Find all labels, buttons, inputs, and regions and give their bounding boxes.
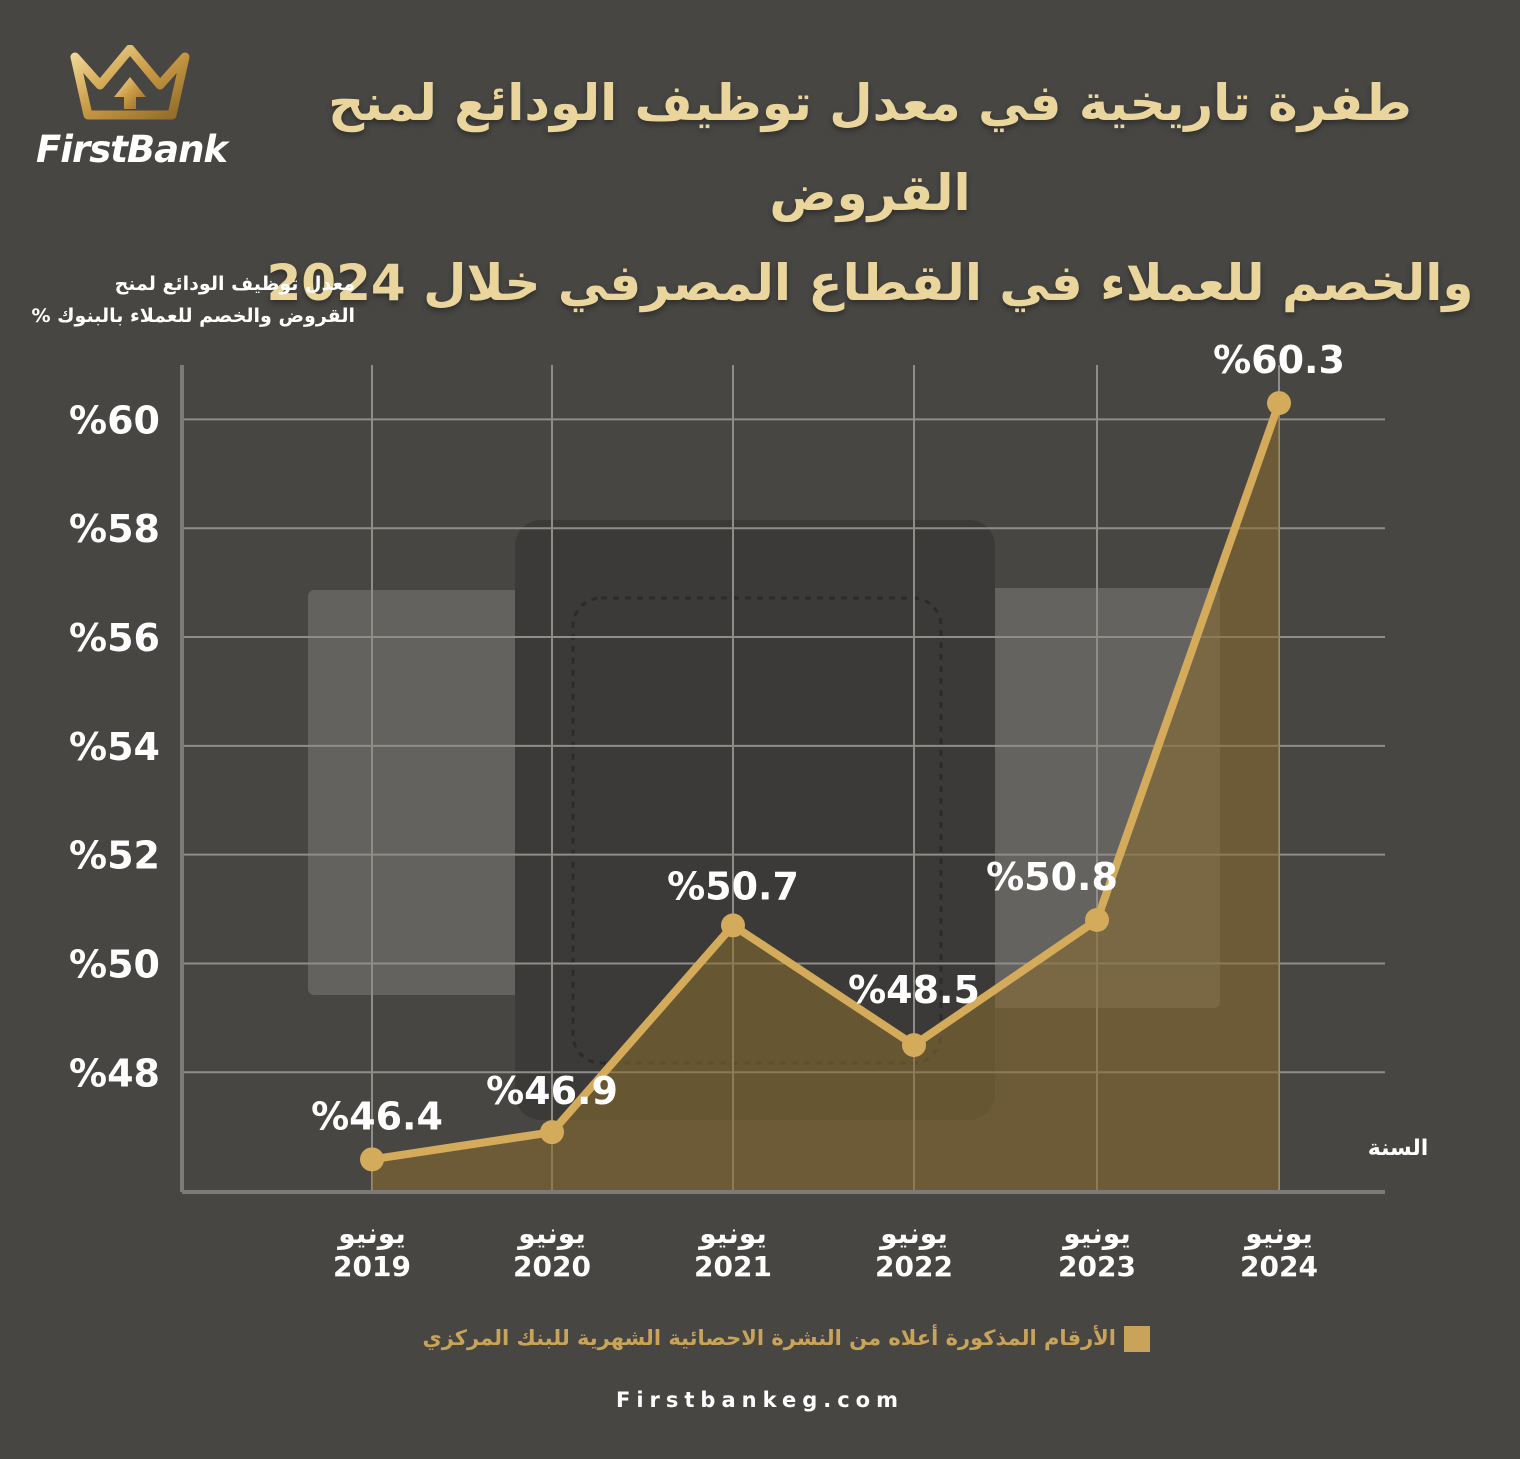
- y-tick-label: %52: [69, 834, 160, 878]
- data-point: [360, 1147, 384, 1172]
- crown-arrow-icon: [70, 45, 190, 120]
- source-note-text: الأرقام المذكورة أعلاه من النشرة الاحصائ…: [422, 1326, 1116, 1350]
- x-tick-month: يونيو: [878, 1217, 948, 1250]
- series-line: [371, 401, 1283, 1164]
- data-label: %46.9: [486, 1069, 618, 1113]
- title-line-2: والخصم للعملاء في القطاع المصرفي خلال 20…: [266, 254, 1474, 312]
- y-tick-label: %58: [69, 507, 160, 551]
- area-fill: [372, 403, 1279, 1192]
- y-axis-label-line-2: القروض والخصم للعملاء بالبنوك %: [31, 305, 355, 327]
- data-label: %60.3: [1213, 338, 1345, 382]
- x-tick-year: 2019: [333, 1250, 411, 1283]
- y-axis-label: معدل توظيف الودائع لمنح القروض والخصم لل…: [15, 268, 355, 332]
- y-tick-label: %60: [69, 398, 160, 442]
- x-tick-year: 2024: [1240, 1250, 1318, 1283]
- data-point: [1085, 907, 1109, 932]
- x-tick-year: 2022: [875, 1250, 953, 1283]
- banknote-left-image: [308, 590, 538, 995]
- data-label: %50.8: [986, 855, 1118, 899]
- x-tick-year: 2021: [694, 1250, 772, 1283]
- x-tick-month: يونيو: [336, 1217, 406, 1250]
- data-label: %50.7: [667, 864, 799, 908]
- title-line-1: طفرة تاريخية في معدل توظيف الودائع لمنح …: [328, 74, 1412, 222]
- wallet-image: [515, 520, 995, 1120]
- x-tick-month: يونيو: [1061, 1217, 1131, 1250]
- data-point: [721, 913, 745, 938]
- brand-name: FirstBank: [36, 128, 228, 171]
- y-tick-label: %50: [69, 942, 160, 986]
- x-tick-month: يونيو: [1243, 1217, 1313, 1250]
- y-tick-label: %54: [69, 725, 160, 769]
- y-tick-label: %56: [69, 616, 160, 660]
- x-tick-year: 2023: [1058, 1250, 1136, 1283]
- x-tick-month: يونيو: [697, 1217, 767, 1250]
- source-note: الأرقام المذكورة أعلاه من النشرة الاحصائ…: [300, 1326, 1150, 1352]
- website-url: Firstbankeg.com: [615, 1388, 904, 1412]
- x-axis-label: السنة: [1368, 1136, 1429, 1161]
- data-label: %48.5: [848, 968, 980, 1012]
- legend-square-icon: [1124, 1326, 1150, 1352]
- y-tick-label: %48: [69, 1051, 160, 1095]
- y-axis-label-line-1: معدل توظيف الودائع لمنح: [114, 273, 355, 295]
- data-point: [902, 1033, 926, 1058]
- data-point: [1267, 391, 1291, 416]
- data-label: %46.4: [311, 1094, 443, 1138]
- data-point: [540, 1120, 564, 1145]
- x-tick-month: يونيو: [516, 1217, 586, 1250]
- x-tick-year: 2020: [513, 1250, 591, 1283]
- page-title: طفرة تاريخية في معدل توظيف الودائع لمنح …: [260, 58, 1480, 328]
